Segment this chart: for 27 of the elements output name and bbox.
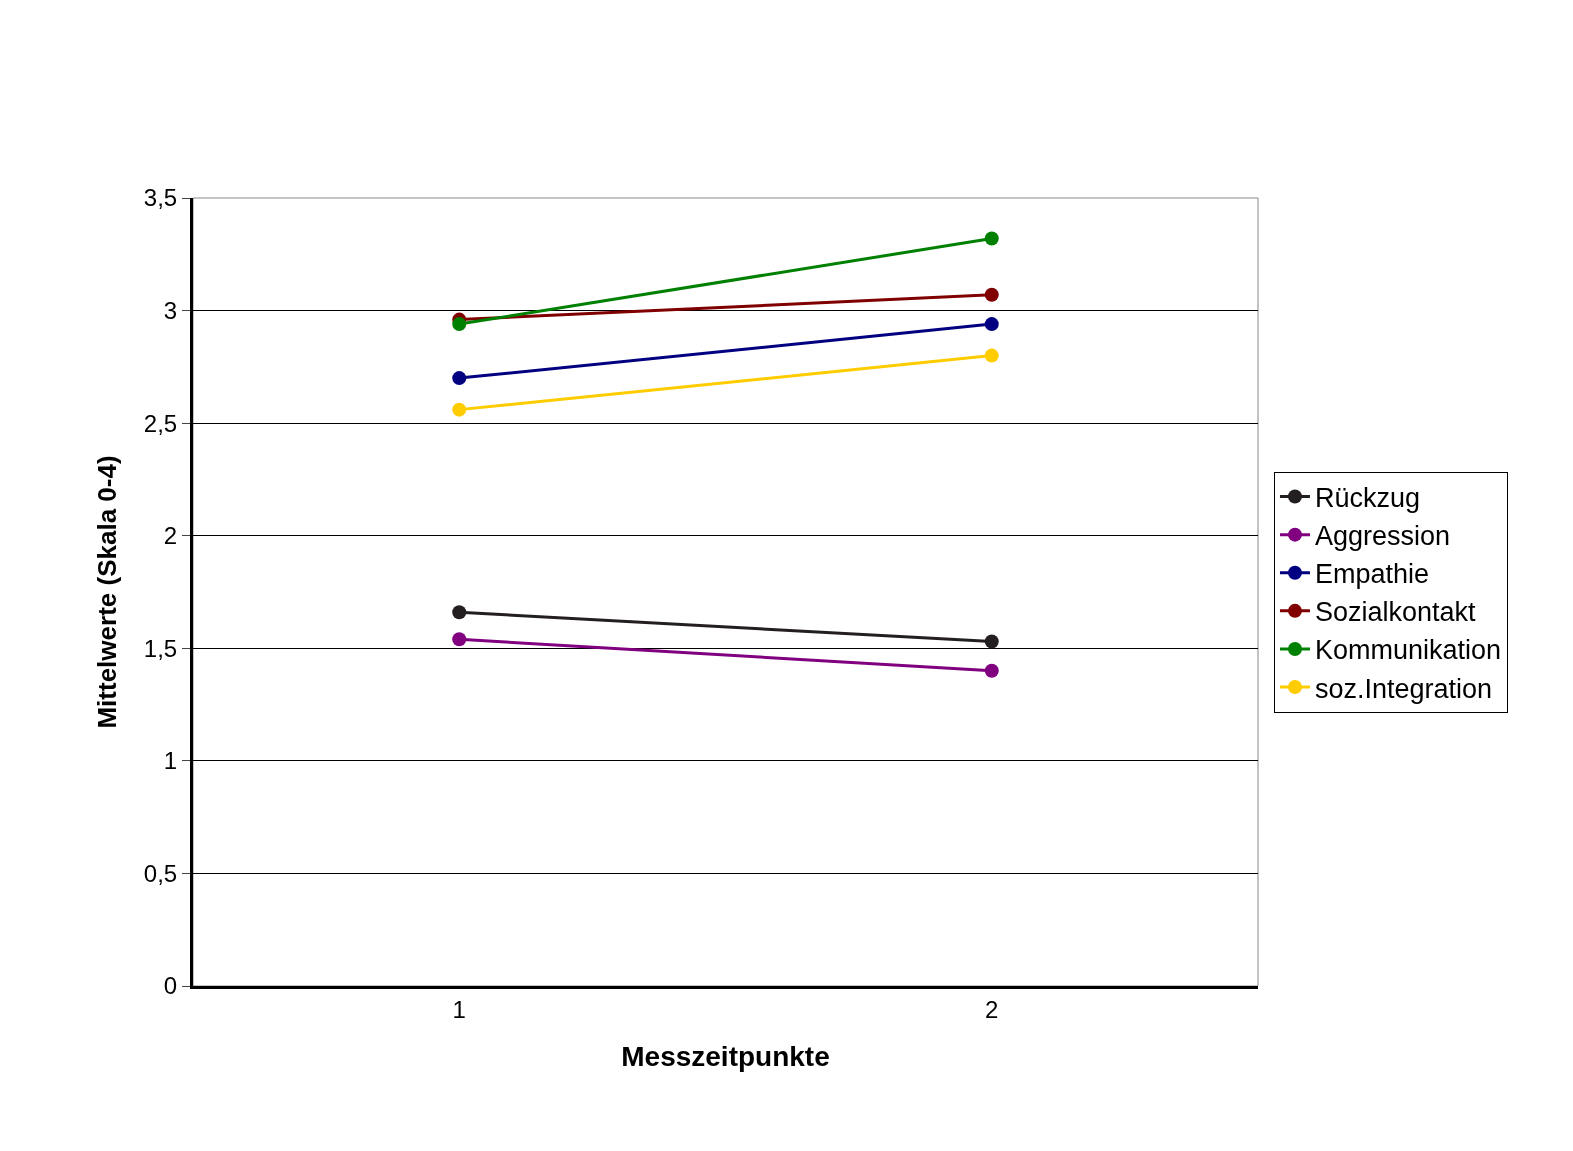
legend-label: Kommunikation <box>1314 635 1502 666</box>
point <box>452 402 467 417</box>
legend-label: Sozialkontakt <box>1314 597 1477 628</box>
point <box>984 348 999 363</box>
x-axis-title: Messzeitpunkte <box>621 1040 830 1072</box>
point <box>452 632 467 647</box>
y-tick-label: 3 <box>163 296 178 324</box>
point <box>452 317 467 332</box>
y-axis-title: Mittelwerte (Skala 0-4) <box>92 455 123 729</box>
legend-label: Rückzug <box>1314 483 1421 514</box>
point <box>984 317 999 332</box>
y-tick-label: 0,5 <box>143 859 178 887</box>
point <box>452 371 467 386</box>
point <box>984 287 999 302</box>
y-tick-label: 3,5 <box>143 184 178 212</box>
legend-label: Aggression <box>1314 521 1451 552</box>
y-tick-label: 0 <box>163 972 178 1000</box>
y-tick-label: 2 <box>163 522 178 550</box>
point <box>984 634 999 649</box>
y-tick-label: 2,5 <box>143 409 178 437</box>
y-tick-label: 1,5 <box>143 634 178 662</box>
point <box>452 605 467 620</box>
y-tick-label: 1 <box>163 747 178 775</box>
point <box>984 231 999 246</box>
point <box>984 663 999 678</box>
legend-label: Empathie <box>1314 559 1430 590</box>
legend-label: soz.Integration <box>1314 673 1493 704</box>
